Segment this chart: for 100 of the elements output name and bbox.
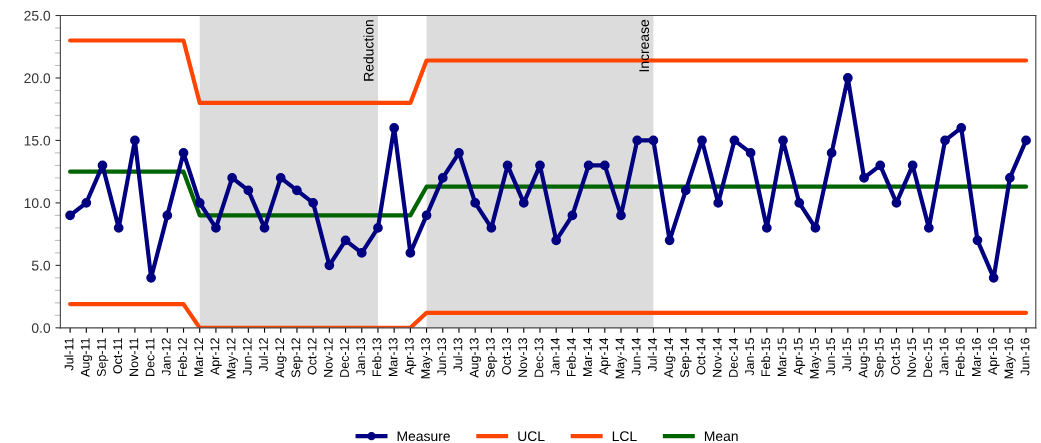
point <box>162 210 173 221</box>
y-tick-label: 15.0 <box>24 135 51 146</box>
point <box>940 135 950 146</box>
x-tick-label: Apr-13 <box>404 338 417 376</box>
x-tick-label: Jul-14 <box>647 337 657 372</box>
x-tick-label: Nov-11 <box>129 338 139 376</box>
point <box>956 123 967 133</box>
point <box>842 73 853 83</box>
point <box>567 210 578 221</box>
x-tick-label: Feb-14 <box>566 337 576 377</box>
x-tick-label: Dec-11 <box>145 338 155 376</box>
x-tick-label: Sep-13 <box>485 338 498 378</box>
x-tick-label: Sep-11 <box>97 338 109 377</box>
x-tick-label: Apr-12 <box>210 338 222 376</box>
x-tick-label: May-15 <box>810 338 822 379</box>
point <box>713 198 724 208</box>
point <box>551 235 562 246</box>
y-tick-label: 5.0 <box>31 260 51 271</box>
point <box>130 135 140 146</box>
point <box>794 198 805 208</box>
point <box>632 135 643 146</box>
x-tick-label: Mar-12 <box>194 338 204 377</box>
point <box>761 223 772 233</box>
point <box>648 135 659 146</box>
point <box>389 123 400 133</box>
y-tick-label: 0.0 <box>31 323 51 333</box>
point <box>1021 135 1031 146</box>
x-tick-label: Feb-15 <box>761 338 771 377</box>
y-tick-label: 20.0 <box>24 73 51 84</box>
x-tick-label: Feb-12 <box>177 338 187 377</box>
x-tick-label: Jun-14 <box>631 337 641 376</box>
point <box>243 185 254 196</box>
point <box>745 148 756 158</box>
band-label: Reduction <box>363 20 374 81</box>
x-tick-label: Jun-15 <box>826 338 835 376</box>
point <box>324 260 335 271</box>
x-tick-label: Jan-12 <box>161 338 171 376</box>
x-tick-label: Oct-13 <box>502 338 511 375</box>
point <box>599 160 610 171</box>
x-tick-label: Apr-15 <box>793 338 806 376</box>
point <box>875 160 886 171</box>
x-tick-label: Jan-13 <box>356 338 366 376</box>
point <box>1005 173 1015 183</box>
point <box>81 198 92 208</box>
point <box>194 198 205 208</box>
x-tick-label: Aug-13 <box>469 338 481 378</box>
y-tick-label: 10.0 <box>24 198 51 209</box>
point <box>373 223 383 233</box>
point <box>778 135 788 146</box>
point <box>308 198 319 208</box>
x-tick-label: Mar-13 <box>388 338 398 377</box>
x-tick-label: Aug-14 <box>664 337 676 378</box>
point <box>923 223 934 233</box>
point <box>292 185 302 196</box>
x-tick-label: Oct-15 <box>890 338 900 375</box>
band-label: Increase <box>639 19 650 72</box>
legend-label: Measure <box>397 431 450 442</box>
x-tick-label: May-13 <box>421 338 433 379</box>
x-tick-label: Nov-13 <box>518 338 528 377</box>
x-tick-label: Mar-14 <box>583 337 592 377</box>
point <box>405 248 416 258</box>
point <box>518 198 529 208</box>
x-tick-label: Oct-12 <box>307 338 317 375</box>
point <box>502 160 513 171</box>
point <box>65 210 75 221</box>
x-tick-label: Dec-13 <box>534 338 544 377</box>
x-tick-label: Sep-14 <box>680 337 692 378</box>
x-tick-label: Jul-13 <box>453 338 463 372</box>
x-tick-label: May-12 <box>226 338 238 379</box>
point <box>454 148 464 158</box>
x-tick-label: Jun-13 <box>437 338 447 376</box>
point <box>227 173 237 183</box>
x-tick-label: Dec-12 <box>340 338 349 377</box>
point <box>146 272 156 283</box>
x-tick-label: May-14 <box>615 337 627 379</box>
point <box>340 235 351 246</box>
x-tick-label: Nov-14 <box>712 337 722 377</box>
legend-label: Mean <box>704 431 738 442</box>
point <box>113 223 124 233</box>
point <box>486 223 497 233</box>
legend-label: UCL <box>518 431 545 442</box>
x-tick-label: Mar-16 <box>971 338 981 377</box>
x-tick-label: Aug-12 <box>275 338 287 378</box>
point <box>275 173 286 183</box>
point <box>583 160 594 171</box>
point <box>97 160 108 171</box>
point <box>616 210 626 221</box>
x-tick-label: Nov-12 <box>323 338 333 377</box>
x-tick-label: Jan-15 <box>745 338 754 376</box>
point <box>729 135 740 146</box>
x-tick-label: Oct-11 <box>113 338 123 374</box>
point <box>859 173 869 183</box>
x-tick-label: Jul-15 <box>842 338 852 372</box>
point <box>972 235 983 246</box>
x-tick-label: Jun-12 <box>242 338 252 376</box>
x-tick-label: Jul-12 <box>258 338 268 372</box>
point <box>421 210 432 221</box>
x-tick-label: Feb-16 <box>955 338 965 377</box>
point <box>664 235 675 246</box>
point <box>259 223 270 233</box>
